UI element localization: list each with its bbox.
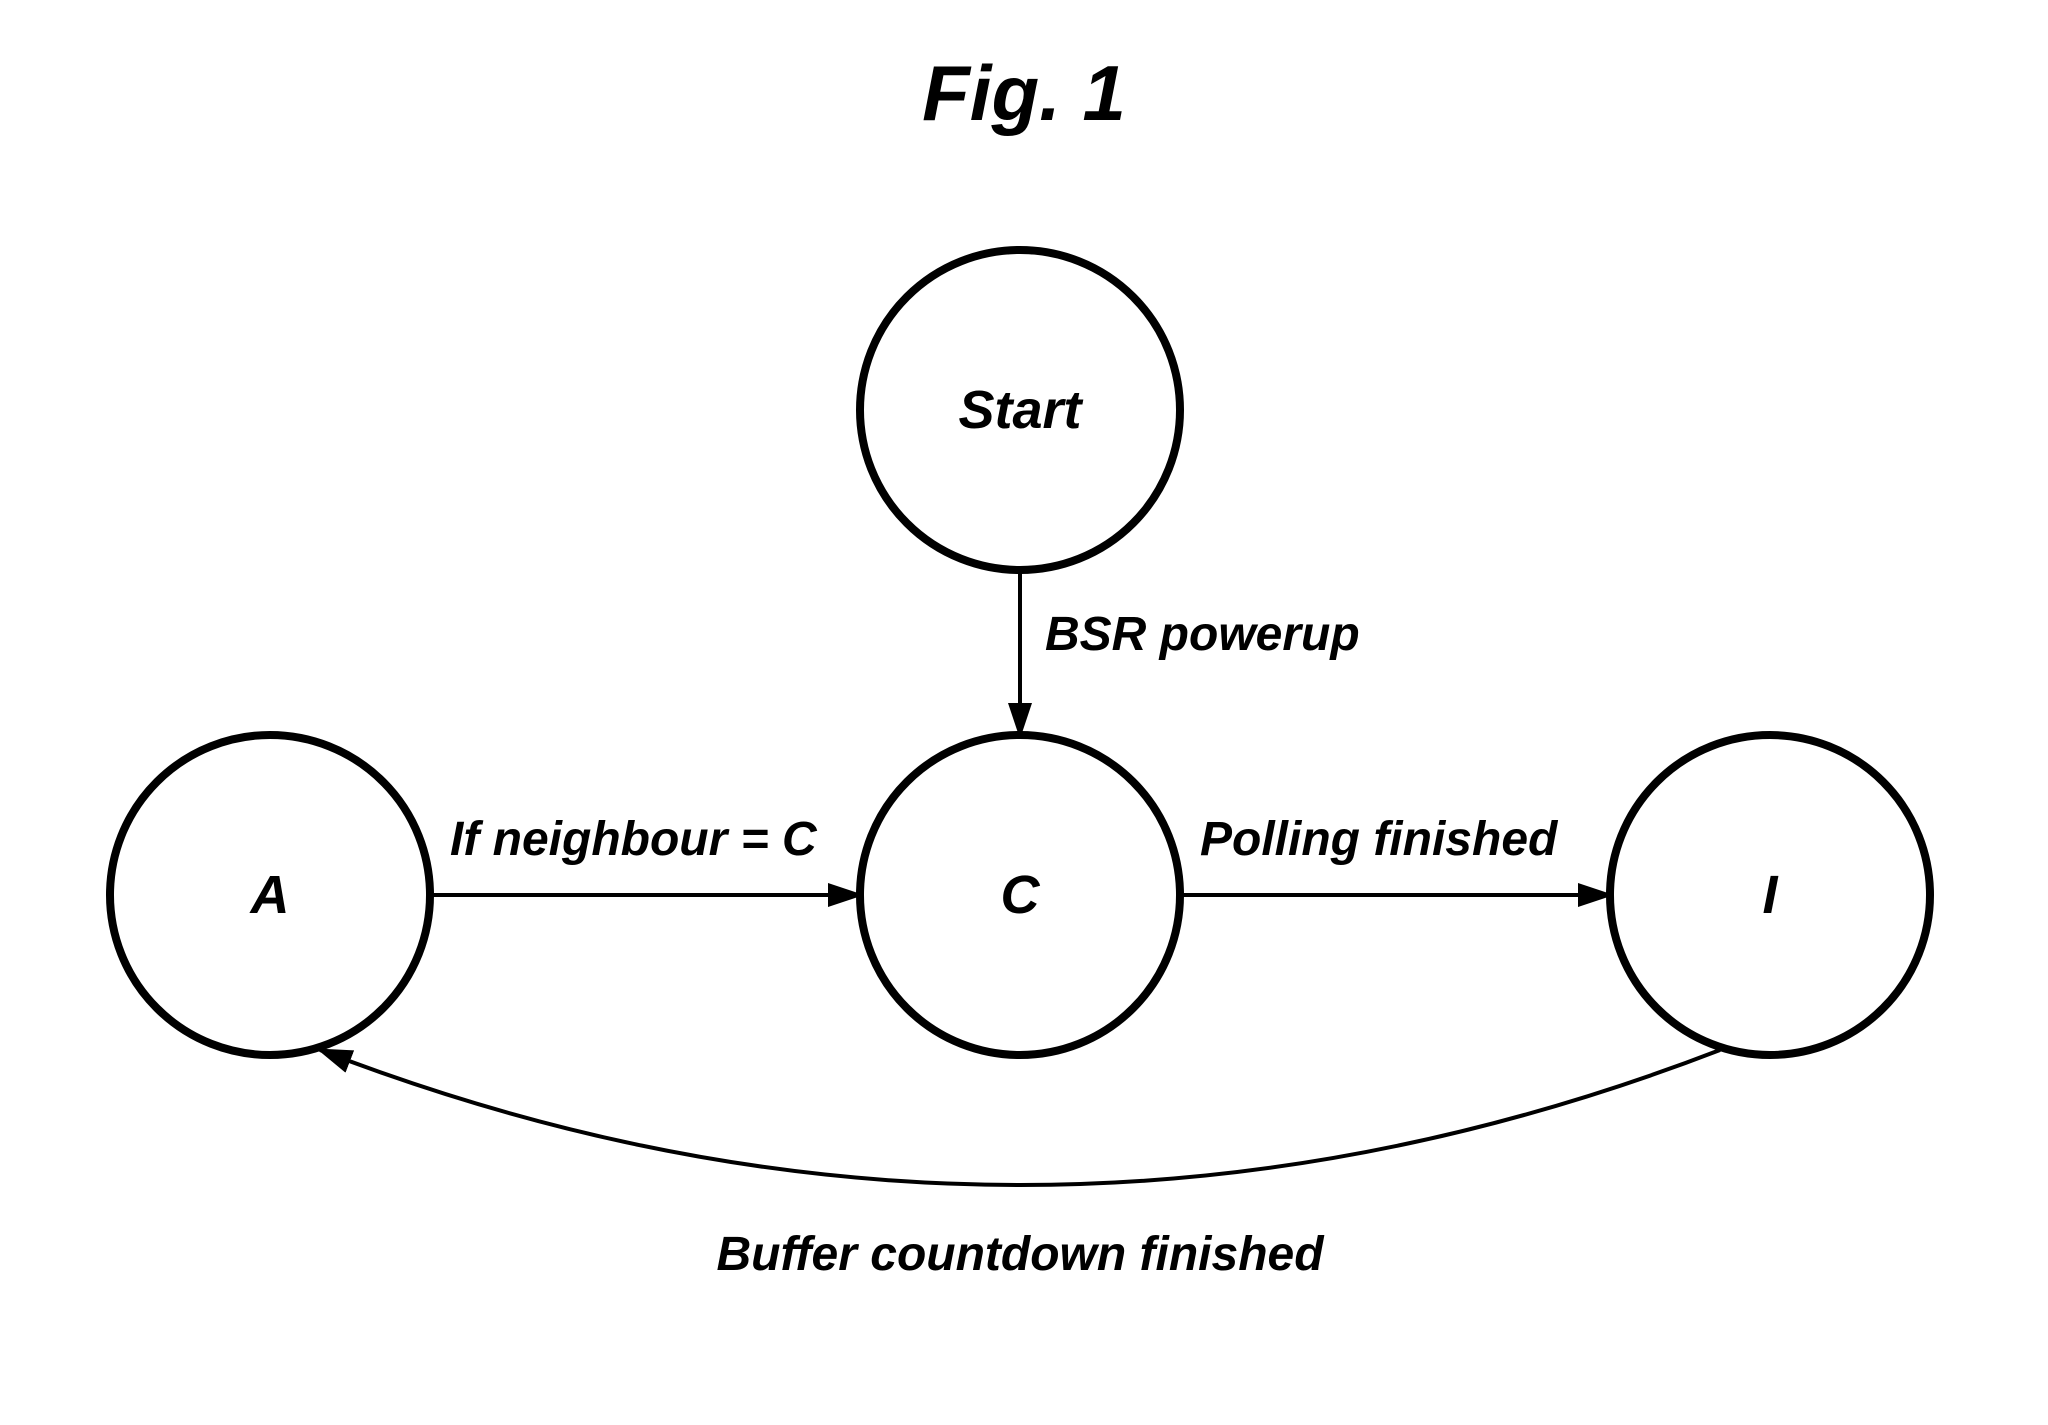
state-node-label: I	[1762, 865, 1778, 925]
state-node-A: A	[110, 735, 430, 1055]
state-node-I: I	[1610, 735, 1930, 1055]
transition-a-to-c: If neighbour = C	[430, 813, 860, 895]
transition-label: Polling finished	[1200, 813, 1559, 866]
state-node-start: Start	[860, 250, 1180, 570]
figure-title: Fig. 1	[922, 49, 1126, 137]
transition-label: Buffer countdown finished	[716, 1228, 1325, 1281]
state-node-C: C	[860, 735, 1180, 1055]
transition-i-to-a: Buffer countdown finished	[320, 1050, 1720, 1281]
state-diagram: Fig. 1 BSR powerup If neighbour = C Pollin…	[0, 0, 2048, 1425]
transition-c-to-i: Polling finished	[1180, 813, 1610, 895]
state-node-label: Start	[958, 380, 1083, 440]
transition-label: BSR powerup	[1045, 608, 1360, 661]
transition-start-to-c: BSR powerup	[1020, 570, 1360, 735]
state-node-label: C	[1001, 865, 1041, 925]
state-node-label: A	[249, 865, 290, 925]
transition-arrow	[320, 1050, 1720, 1185]
transition-label: If neighbour = C	[450, 813, 818, 866]
